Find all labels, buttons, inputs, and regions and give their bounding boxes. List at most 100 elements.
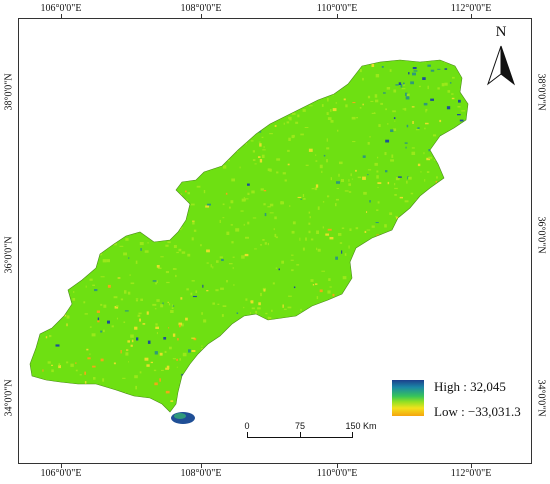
- raster-pixel: [149, 147, 151, 150]
- raster-pixel: [290, 334, 293, 337]
- raster-pixel: [327, 117, 332, 120]
- raster-pixel: [66, 323, 68, 327]
- raster-pixel: [427, 64, 431, 67]
- raster-pixel: [52, 289, 55, 291]
- top-longitude-label-2: 108°0'0"E: [180, 3, 222, 14]
- raster-pixel: [89, 278, 93, 281]
- raster-pixel: [215, 289, 219, 292]
- raster-pixel: [377, 338, 379, 341]
- raster-pixel: [173, 245, 177, 248]
- raster-pixel: [394, 183, 396, 186]
- raster-pixel: [291, 269, 294, 272]
- raster-pixel: [193, 337, 197, 341]
- raster-pixel: [50, 78, 52, 81]
- raster-pixel: [466, 338, 468, 341]
- raster-pixel: [386, 87, 391, 90]
- raster-pixel: [323, 304, 325, 306]
- raster-pixel: [212, 266, 214, 269]
- raster-pixel: [240, 366, 242, 369]
- raster-pixel: [156, 265, 160, 268]
- raster-pixel: [441, 167, 443, 172]
- raster-pixel: [180, 87, 182, 90]
- raster-pixel: [187, 192, 190, 195]
- raster-pixel: [166, 71, 169, 73]
- raster-pixel: [335, 203, 337, 207]
- raster-pixel: [376, 209, 379, 211]
- raster-pixel: [463, 263, 467, 266]
- raster-pixel: [146, 311, 149, 315]
- raster-pixel: [222, 217, 225, 219]
- raster-pixel: [181, 251, 186, 254]
- raster-pixel: [159, 378, 161, 382]
- raster-pixel: [413, 242, 416, 244]
- raster-pixel: [393, 128, 397, 131]
- raster-pixel: [30, 268, 32, 272]
- raster-pixel: [40, 298, 45, 301]
- raster-pixel: [202, 58, 206, 60]
- southern-lobe-highlight: [174, 413, 186, 419]
- raster-pixel: [60, 273, 63, 277]
- raster-pixel: [129, 213, 132, 216]
- raster-pixel: [254, 336, 257, 338]
- raster-pixel: [288, 116, 292, 120]
- raster-pixel: [69, 241, 73, 243]
- raster-pixel: [452, 294, 456, 296]
- raster-pixel: [367, 169, 372, 171]
- raster-pixel: [165, 192, 168, 195]
- raster-pixel: [314, 341, 318, 345]
- raster-pixel: [42, 268, 44, 273]
- raster-pixel: [325, 84, 329, 88]
- raster-pixel: [140, 402, 144, 407]
- raster-pixel: [96, 310, 100, 313]
- raster-pixel: [404, 224, 406, 226]
- raster-pixel: [93, 377, 96, 380]
- raster-pixel: [415, 293, 418, 296]
- raster-pixel: [210, 264, 212, 268]
- raster-pixel: [335, 80, 339, 83]
- raster-pixel: [52, 287, 56, 290]
- raster-pixel: [275, 236, 278, 239]
- raster-pixel: [260, 292, 262, 297]
- raster-pixel: [65, 297, 70, 300]
- raster-pixel: [172, 141, 176, 143]
- raster-pixel: [142, 323, 146, 325]
- raster-pixel: [172, 305, 175, 307]
- raster-pixel: [156, 332, 158, 335]
- raster-pixel: [226, 159, 230, 162]
- raster-pixel: [401, 292, 405, 294]
- raster-pixel: [351, 357, 354, 361]
- raster-pixel: [265, 312, 268, 315]
- raster-pixel: [222, 364, 226, 366]
- raster-pixel: [210, 375, 214, 377]
- raster-pixel: [275, 347, 278, 351]
- raster-pixel: [341, 57, 343, 59]
- raster-pixel: [379, 272, 382, 274]
- raster-pixel: [431, 216, 434, 221]
- raster-pixel: [394, 287, 399, 289]
- raster-pixel: [324, 87, 329, 91]
- raster-pixel: [461, 304, 465, 309]
- raster-pixel: [241, 138, 245, 140]
- raster-pixel: [177, 146, 181, 150]
- raster-pixel: [68, 399, 73, 402]
- raster-pixel: [371, 63, 375, 67]
- raster-pixel: [115, 236, 119, 239]
- raster-pixel: [339, 161, 343, 165]
- raster-pixel: [252, 405, 255, 409]
- raster-pixel: [123, 252, 127, 256]
- raster-pixel: [457, 165, 462, 170]
- raster-pixel: [468, 57, 471, 59]
- raster-pixel: [70, 206, 72, 209]
- raster-pixel: [366, 211, 368, 213]
- raster-pixel: [30, 136, 32, 138]
- raster-pixel: [49, 165, 54, 169]
- raster-pixel: [259, 159, 263, 163]
- raster-pixel: [442, 158, 445, 160]
- raster-pixel: [53, 91, 57, 93]
- raster-pixel: [90, 190, 92, 193]
- raster-pixel: [367, 142, 370, 145]
- raster-pixel: [168, 303, 171, 306]
- raster-pixel: [351, 116, 356, 120]
- raster-pixel: [352, 365, 357, 367]
- raster-pixel: [405, 146, 407, 149]
